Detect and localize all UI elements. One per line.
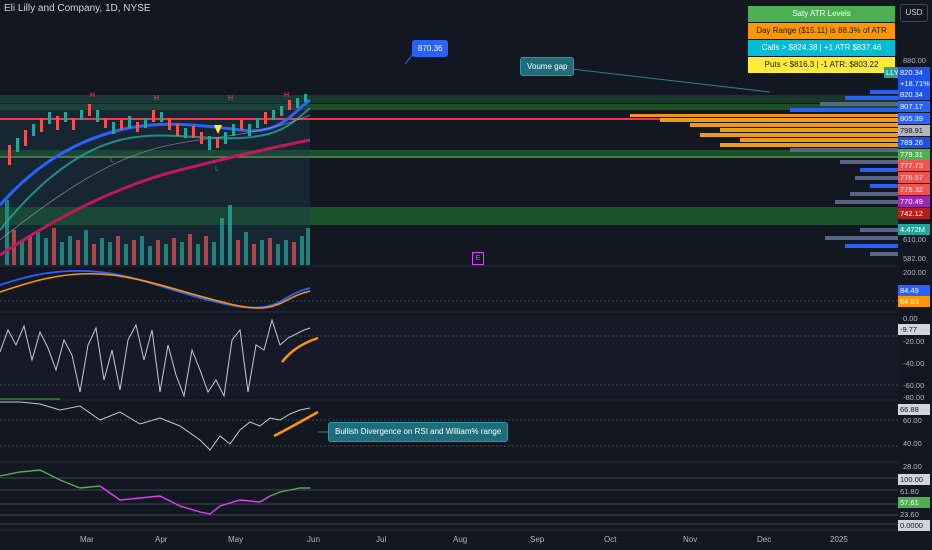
svg-text:H: H xyxy=(228,95,233,102)
volume-tag: 4.472M xyxy=(898,224,930,235)
last-change-tag: +18.71% xyxy=(898,78,930,89)
price-tag-789: 789.26 xyxy=(898,137,930,148)
price-tag-776: 776.57 xyxy=(898,172,930,183)
rsi-tick-40: 40.00 xyxy=(903,439,922,448)
rsi-tick-28: 28.00 xyxy=(903,462,922,471)
osc-tick-618: 61.80 xyxy=(898,486,930,497)
osc-tag-5761: 57.61 xyxy=(898,497,930,508)
price-tick-880: 880.00 xyxy=(903,56,926,65)
atr-calls: Calls > $824.38 | +1 ATR $837.46 xyxy=(748,40,895,56)
macd-tick-200: 200.00 xyxy=(903,268,926,277)
price-tag-775: 775.32 xyxy=(898,184,930,195)
currency-button[interactable]: USD xyxy=(900,4,928,22)
volume-gap-callout[interactable]: Voume gap xyxy=(520,57,575,76)
rsi-tag: 66.88 xyxy=(898,404,930,415)
price-tag-805: 805.39 xyxy=(898,113,930,124)
williams-tick-40: -40.00 xyxy=(903,359,925,368)
chart-title: Eli Lilly and Company, 1D, NYSE xyxy=(4,3,151,14)
x-label-aug: Aug xyxy=(453,535,468,544)
price-tag-807: 807.17 xyxy=(898,101,930,112)
x-label-may: May xyxy=(228,535,244,544)
svg-text:L: L xyxy=(110,157,114,164)
williams-tick-80: -80.00 xyxy=(903,393,925,402)
atr-title: Saty ATR Levels xyxy=(748,6,895,22)
price-tag-820: 820.34 xyxy=(898,89,930,100)
atr-puts: Puts < $816.3 | -1 ATR: $803.22 xyxy=(748,57,895,73)
williams-tick-0: 0.00 xyxy=(903,314,918,323)
divergence-callout[interactable]: Bullish Divergence on RSI and William% r… xyxy=(328,422,509,442)
last-price-tag: 820.34 xyxy=(898,67,930,78)
volume-profile xyxy=(630,90,898,256)
x-label-mar: Mar xyxy=(80,535,94,544)
price-tick-610: 610.00 xyxy=(903,235,926,244)
macd-signal-tag: 64.83 xyxy=(898,296,930,307)
svg-text:L: L xyxy=(215,166,219,173)
symbol-tag: LLY xyxy=(884,67,899,78)
atr-day-range: Day Range ($15.11) is 88.3% of ATR ($17.… xyxy=(748,23,895,51)
earnings-marker[interactable]: E xyxy=(472,252,484,265)
osc-tag-0: 0.0000 xyxy=(898,520,930,531)
macd-tag: 84.49 xyxy=(898,285,930,296)
williams-tag: -9.77 xyxy=(898,324,930,335)
x-label-sep: Sep xyxy=(530,535,545,544)
svg-text:H: H xyxy=(90,92,95,99)
rsi-tick-60: 60.00 xyxy=(903,416,922,425)
x-label-apr: Apr xyxy=(155,535,168,544)
price-tag-742: 742.12 xyxy=(898,208,930,219)
price-tag-798: 798.91 xyxy=(898,125,930,136)
x-label-nov: Nov xyxy=(683,535,698,544)
price-tag-779: 779.31 xyxy=(898,149,930,160)
osc-tag-100: 100.00 xyxy=(898,474,930,485)
x-label-2025: 2025 xyxy=(830,535,848,544)
svg-text:H: H xyxy=(154,95,159,102)
osc-tick-236: 23.60 xyxy=(898,509,930,520)
volume-bars xyxy=(5,200,310,265)
x-label-jul: Jul xyxy=(376,535,387,544)
svg-text:H: H xyxy=(284,92,289,99)
price-tag-770: 770.49 xyxy=(898,196,930,207)
x-label-jun: Jun xyxy=(307,535,320,544)
candles xyxy=(8,94,307,165)
x-label-dec: Dec xyxy=(757,535,772,544)
williams-tick-60: -60.00 xyxy=(903,381,925,390)
target-price-callout[interactable]: 870.36 xyxy=(412,40,449,57)
williams-tick-20: -20.00 xyxy=(903,337,925,346)
x-label-oct: Oct xyxy=(604,535,617,544)
price-tick-582: 582.00 xyxy=(903,254,926,263)
price-tag-777: 777.73 xyxy=(898,160,930,171)
